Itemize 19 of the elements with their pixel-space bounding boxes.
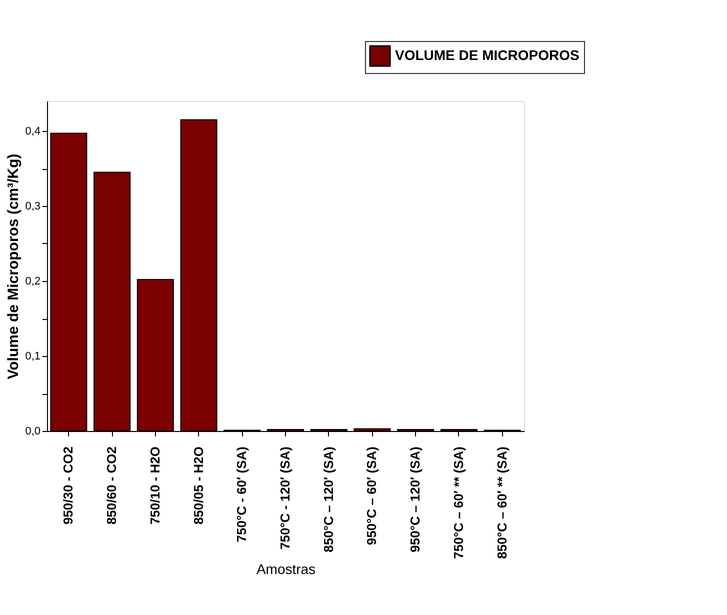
y-tick-label: 0,3 [25,200,40,212]
legend-label: VOLUME DE MICROPOROS [395,47,580,63]
y-tick-label: 0,4 [25,126,40,138]
x-tick-label: 750/10 - H2O [147,446,162,525]
x-tick-label: 850°C – 120′ (SA) [320,446,336,552]
x-tick-label: 850/05 - H2O [190,446,206,525]
x-tick-label: 950°C – 60′ (SA) [364,446,380,546]
x-tick-label: 850°C – 60′ ** (SA) [494,446,510,559]
x-tick-label: 750°C - 60′ (SA) [234,446,250,542]
y-tick-label: 0,2 [25,276,40,288]
x-tick-label: 750°C - 120′ (SA) [278,446,292,550]
y-tick-label: 0,0 [25,426,40,438]
x-tick-label: 850/60 - CO2 [104,446,120,525]
x-tick-label: 950°C – 120′ (SA) [408,446,423,552]
y-axis-title: Volume de Microporos (cm³/Kg) [5,154,22,380]
x-tick-label: 950/30 - CO2 [60,446,76,525]
x-axis-title: Amostras [256,560,316,577]
y-tick-label: 0,1 [25,350,40,362]
x-tick-label: 750°C – 60′ ** (SA) [450,446,466,559]
